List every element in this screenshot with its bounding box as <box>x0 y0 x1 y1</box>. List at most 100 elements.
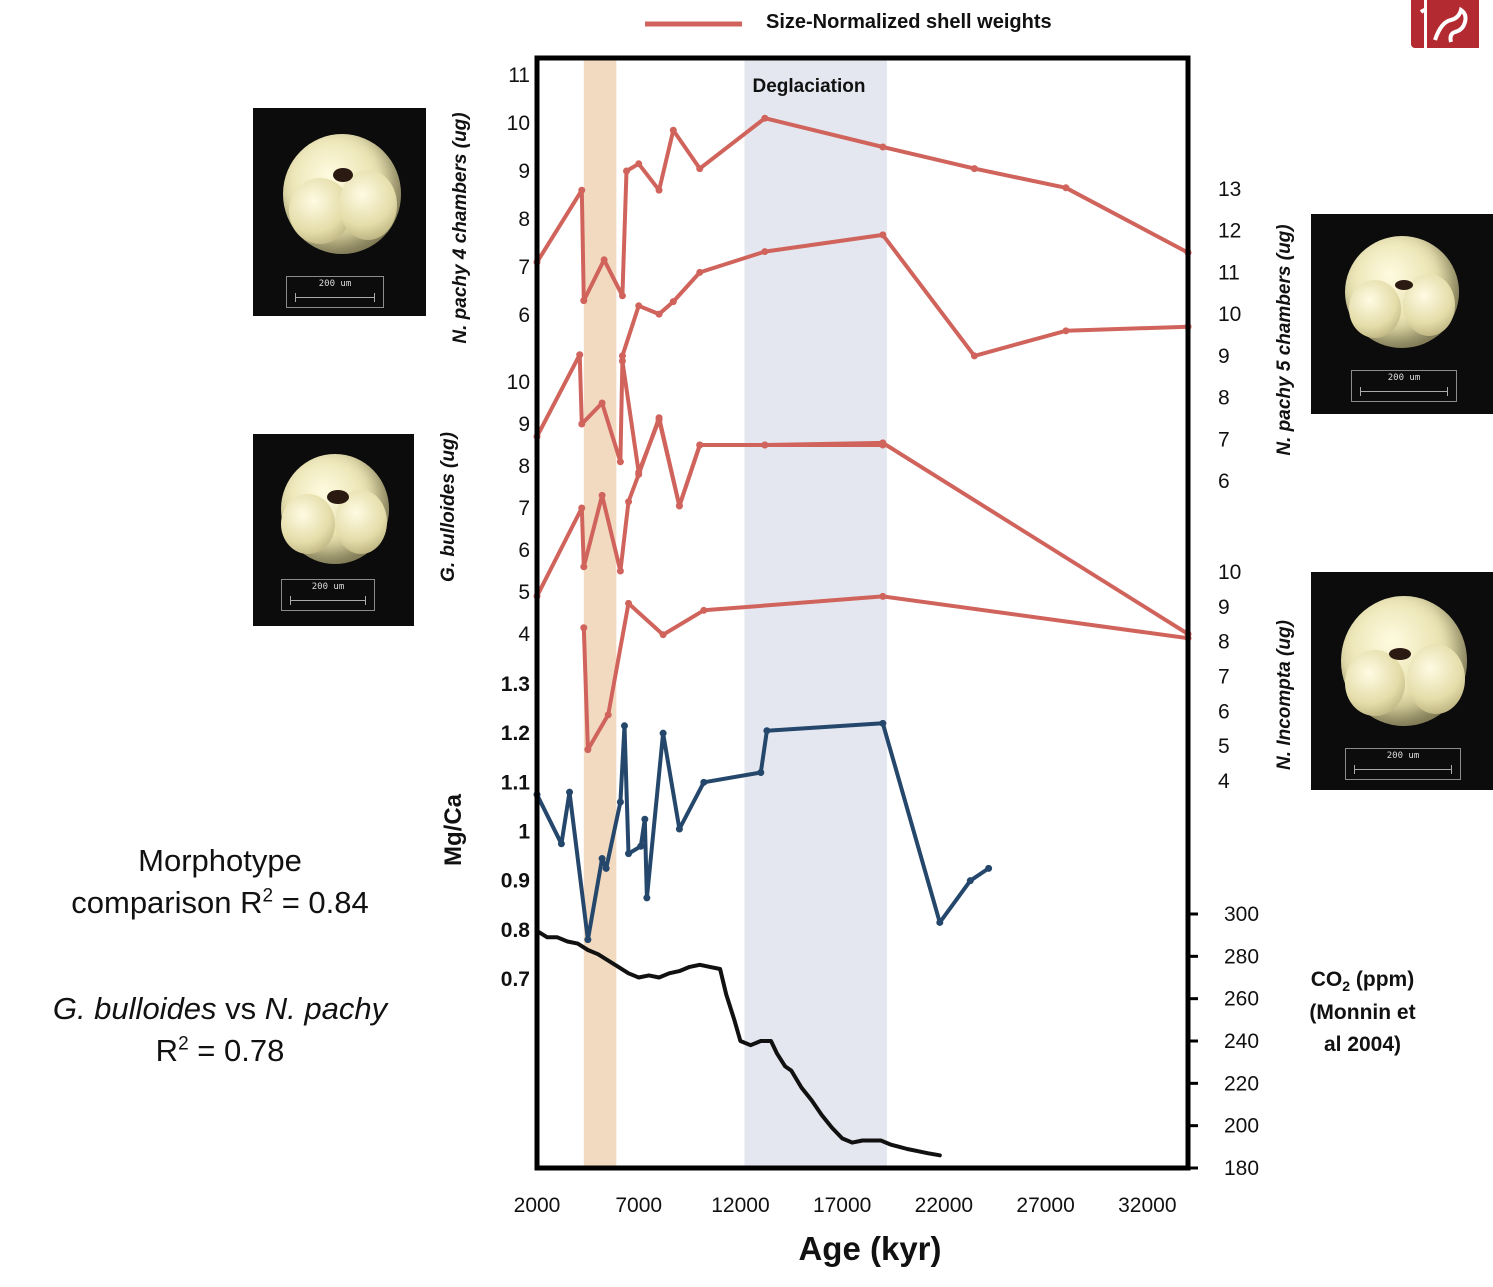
g_bulloides-axis-title: G. bulloides (ug) <box>438 432 459 582</box>
data-point <box>598 399 606 407</box>
data-point <box>970 165 978 173</box>
photo-n-pachy-5-chambers: 200 um <box>1311 214 1493 414</box>
plot-frame <box>534 55 1191 1171</box>
g_bulloides-tick-label: 8 <box>518 455 530 478</box>
data-point <box>879 143 887 151</box>
co2-tick-label: 180 <box>1224 1157 1259 1180</box>
data-point <box>557 840 565 848</box>
photo-g-bulloides: 200 um <box>253 434 414 626</box>
legend-label: Size-Normalized shell weights <box>766 11 1052 33</box>
mg_ca-axis-title: Mg/Ca <box>440 793 467 866</box>
x-tick-label: 17000 <box>813 1194 871 1217</box>
mg_ca-tick-label: 1.1 <box>501 771 531 794</box>
x-tick-label: 27000 <box>1016 1194 1074 1217</box>
data-point <box>655 310 663 318</box>
data-point <box>584 936 592 944</box>
data-point <box>696 165 704 173</box>
data-point <box>655 414 663 422</box>
data-point <box>618 352 626 360</box>
x-tick-label: 22000 <box>915 1194 973 1217</box>
scale-label: 200 um <box>311 582 345 592</box>
species-line: G. bulloides vs N. pachy <box>52 991 388 1026</box>
data-point <box>985 864 993 872</box>
data-point <box>655 186 663 194</box>
morphotype-note: Morphotype comparison R2 = 0.84 <box>20 840 420 924</box>
data-point <box>970 352 978 360</box>
n_incompta-tick-label: 10 <box>1218 561 1241 584</box>
n_pachy_4-tick-label: 6 <box>518 304 530 327</box>
g_bulloides-tick-label: 6 <box>518 539 530 562</box>
data-point <box>659 729 667 737</box>
data-point <box>602 864 610 872</box>
morphotype-line2: comparison R2 = 0.84 <box>71 884 369 920</box>
shaded-bands <box>583 58 887 1168</box>
axis-title-layer: N. pachy 4 chambers (ug) G. bulloides (ug… <box>438 112 1295 866</box>
data-point <box>598 855 606 863</box>
deglaciation-band <box>744 58 887 1168</box>
data-point <box>566 788 574 796</box>
n_pachy_5-axis-title: N. pachy 5 chambers (ug) <box>1274 224 1295 455</box>
data-point <box>669 126 677 134</box>
data-point <box>675 825 683 833</box>
tick-layer: 2000 7000 12000 17000 22000 27000 32000 6 7 8 9 10 1… <box>501 64 1259 1217</box>
n_pachy_5-tick-label: 7 <box>1218 428 1230 451</box>
n_pachy_4-tick-label: 11 <box>508 64 530 87</box>
data-point <box>966 877 974 885</box>
n_incompta-tick-label: 8 <box>1218 631 1230 654</box>
data-point <box>700 778 708 786</box>
g_bulloides-tick-label: 9 <box>518 413 530 436</box>
n_pachy_4-axis-title: N. pachy 4 chambers (ug) <box>450 112 471 343</box>
n_pachy_4-tick-label: 10 <box>507 112 530 135</box>
data-point <box>635 160 643 168</box>
n_pachy_4-tick-label: 8 <box>518 208 530 231</box>
data-point <box>669 298 677 306</box>
n_incompta-tick-label: 5 <box>1218 735 1230 758</box>
data-point <box>576 351 584 359</box>
co2-tick-label: 280 <box>1224 945 1259 968</box>
n_pachy_5-tick-label: 13 <box>1218 178 1241 201</box>
data-point <box>1062 184 1070 192</box>
data-point <box>580 624 588 632</box>
data-point <box>618 292 626 300</box>
mg_ca-tick-label: 1 <box>518 821 530 844</box>
g_bulloides-tick-label: 5 <box>518 581 530 604</box>
mg_ca-tick-label: 1.2 <box>501 722 530 745</box>
data-point <box>879 439 887 447</box>
co2-tick-label: 200 <box>1224 1115 1259 1138</box>
data-point <box>578 186 586 194</box>
n_pachy_5-tick-label: 10 <box>1218 303 1241 326</box>
data-point <box>598 491 606 499</box>
mg_ca-tick-label: 0.7 <box>501 968 530 991</box>
x-tick-label: 7000 <box>615 1194 662 1217</box>
series-line-n_pachy_5-1 <box>620 232 1190 358</box>
data-point <box>578 504 586 512</box>
data-point <box>584 746 592 754</box>
data-point <box>580 297 588 305</box>
data-point <box>637 842 645 850</box>
data-point <box>879 231 887 239</box>
data-point <box>616 567 624 575</box>
data-point <box>616 458 624 466</box>
series-line-n_incompta-4 <box>581 594 1190 752</box>
n_incompta-tick-label: 6 <box>1218 700 1230 723</box>
species-note: G. bulloides vs N. pachy R2 = 0.78 <box>5 988 435 1072</box>
data-point <box>1062 327 1070 335</box>
data-point <box>879 719 887 727</box>
mg_ca-tick-label: 1.3 <box>501 673 530 696</box>
data-point <box>635 302 643 310</box>
n_incompta-axis-title: N. Incompta (ug) <box>1274 620 1295 770</box>
data-point <box>580 563 588 571</box>
photo-n-incompta: 200 um <box>1311 572 1493 790</box>
data-point <box>879 592 887 600</box>
n_incompta-tick-label: 7 <box>1218 666 1230 689</box>
n_pachy_5-tick-label: 8 <box>1218 387 1230 410</box>
r2-line: R2 = 0.78 <box>155 1032 285 1068</box>
orange-shaded-band <box>583 58 617 1168</box>
data-point <box>643 894 651 902</box>
n_pachy_5-tick-label: 9 <box>1218 345 1230 368</box>
series-layer <box>533 114 1192 1158</box>
data-point <box>761 441 769 449</box>
x-axis-title: Age (kyr) <box>798 1230 942 1267</box>
data-point <box>604 711 612 719</box>
